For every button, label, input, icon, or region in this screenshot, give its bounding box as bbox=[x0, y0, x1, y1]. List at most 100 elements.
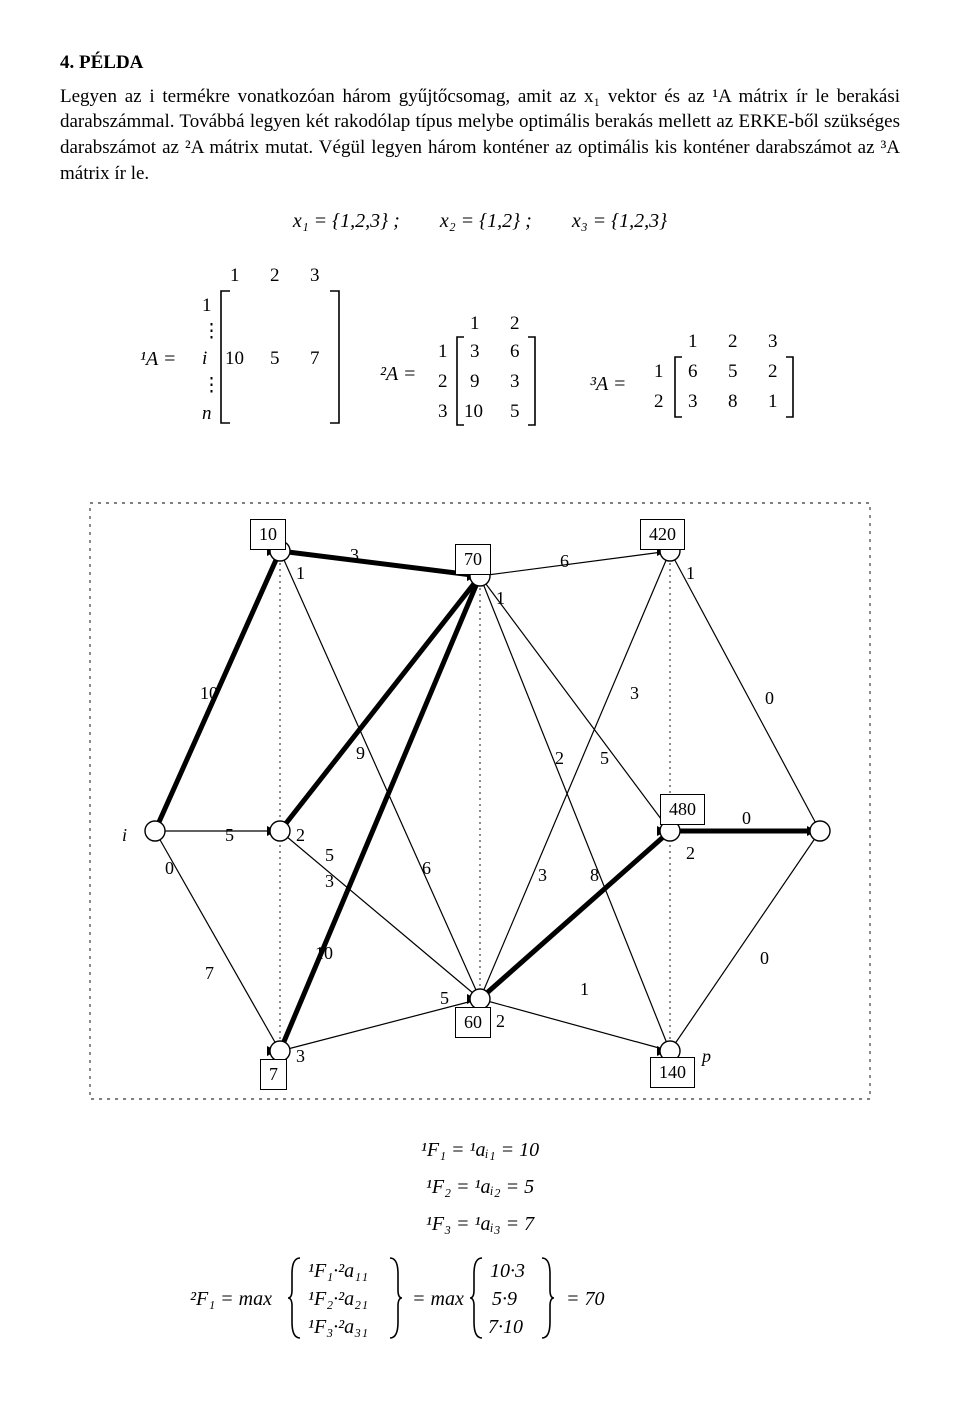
graph-value-box: 420 bbox=[640, 519, 685, 549]
graph-label: 5 bbox=[600, 746, 609, 770]
max-left-1: ¹F₁·²a₁₁ bbox=[308, 1258, 368, 1285]
A1-col1: 1 bbox=[230, 263, 240, 289]
max-right-3: 7·10 bbox=[488, 1314, 523, 1341]
graph-label: 3 bbox=[630, 681, 639, 705]
max-left-3: ¹F₃·²a₃₁ bbox=[308, 1314, 368, 1341]
max-mid: = max bbox=[412, 1286, 464, 1313]
network-graph: i010571233953610512625381123000p10704204… bbox=[60, 491, 900, 1111]
graph-label: 3 bbox=[296, 1044, 305, 1068]
graph-label: 10 bbox=[315, 941, 333, 965]
graph-label: 2 bbox=[296, 823, 305, 847]
matrix-A1-label: ¹A = bbox=[140, 346, 176, 373]
graph-label: 2 bbox=[686, 841, 695, 865]
formula-F2: ¹F₂ = ¹aᵢ₂ = 5 bbox=[60, 1174, 900, 1201]
formulas-block: ¹F₁ = ¹aᵢ₁ = 10 ¹F₂ = ¹aᵢ₂ = 5 ¹F₃ = ¹aᵢ… bbox=[60, 1137, 900, 1342]
graph-label: 5 bbox=[225, 823, 234, 847]
A2-31: 10 bbox=[464, 399, 483, 425]
A3-right-bracket bbox=[784, 355, 796, 419]
graph-label: 6 bbox=[422, 856, 431, 880]
matrices-block: ¹A = 1 2 3 1 ⋮ i ⋮ n 10 5 7 ²A = 1 2 1 2… bbox=[60, 261, 900, 471]
graph-label: 3 bbox=[538, 863, 547, 887]
A2-col2: 2 bbox=[510, 311, 520, 337]
graph-label: p bbox=[702, 1044, 711, 1068]
formula-max: ²F₁ = max ¹F₁·²a₁₁ ¹F₂·²a₂₁ ¹F₃·²a₃₁ = m… bbox=[60, 1252, 900, 1342]
A1-right-bracket bbox=[328, 289, 342, 425]
A2-21: 9 bbox=[470, 369, 480, 395]
A2-22: 3 bbox=[510, 369, 520, 395]
A2-col1: 1 bbox=[470, 311, 480, 337]
graph-value-box: 10 bbox=[250, 519, 286, 549]
A3-col3: 3 bbox=[768, 329, 778, 355]
eq-x3: x₃ = {1,2,3} bbox=[572, 210, 667, 232]
graph-label: 2 bbox=[496, 1009, 505, 1033]
A3-11: 6 bbox=[688, 359, 698, 385]
A3-21: 3 bbox=[688, 389, 698, 415]
A3-12: 5 bbox=[728, 359, 738, 385]
right-brace-1 bbox=[386, 1256, 402, 1340]
A2-12: 6 bbox=[510, 339, 520, 365]
x-vectors-equation: x₁ = {1,2,3} ; x₂ = {1,2} ; x₃ = {1,2,3} bbox=[60, 208, 900, 235]
graph-label: 1 bbox=[296, 561, 305, 585]
A2-32: 5 bbox=[510, 399, 520, 425]
A1-row1: 1 bbox=[202, 293, 212, 319]
max-right-1: 10·3 bbox=[490, 1258, 525, 1285]
graph-label: 9 bbox=[356, 741, 365, 765]
max-left-2: ¹F₂·²a₂₁ bbox=[308, 1286, 368, 1313]
A3-row2: 2 bbox=[654, 389, 664, 415]
A1-row-n: n bbox=[202, 401, 212, 427]
eq-x1: x₁ = {1,2,3} ; bbox=[293, 210, 400, 232]
A3-row1: 1 bbox=[654, 359, 664, 385]
A2-row2: 2 bbox=[438, 369, 448, 395]
graph-label: 3 bbox=[325, 869, 334, 893]
A3-13: 2 bbox=[768, 359, 778, 385]
A1-col2: 2 bbox=[270, 263, 280, 289]
graph-label: i bbox=[122, 823, 127, 847]
A2-right-bracket bbox=[526, 335, 538, 427]
left-brace-2 bbox=[470, 1256, 486, 1340]
left-brace-1 bbox=[288, 1256, 304, 1340]
max-result: = 70 bbox=[566, 1286, 605, 1313]
A2-11: 3 bbox=[470, 339, 480, 365]
A1-i1: 10 bbox=[225, 346, 244, 372]
graph-value-box: 480 bbox=[660, 794, 705, 824]
matrix-A3-label: ³A = bbox=[590, 371, 626, 398]
section-heading: 4. PÉLDA bbox=[60, 50, 900, 76]
eq-x2: x₂ = {1,2} ; bbox=[440, 210, 532, 232]
formula-F3: ¹F₃ = ¹aᵢ₃ = 7 bbox=[60, 1211, 900, 1238]
A1-row-i: i bbox=[202, 346, 207, 372]
A1-i2: 5 bbox=[270, 346, 280, 372]
A3-22: 8 bbox=[728, 389, 738, 415]
graph-label: 8 bbox=[590, 863, 599, 887]
graph-label: 0 bbox=[760, 946, 769, 970]
graph-label: 0 bbox=[765, 686, 774, 710]
A1-col3: 3 bbox=[310, 263, 320, 289]
graph-label: 5 bbox=[440, 986, 449, 1010]
A1-i3: 7 bbox=[310, 346, 320, 372]
A3-col1: 1 bbox=[688, 329, 698, 355]
formula-F1: ¹F₁ = ¹aᵢ₁ = 10 bbox=[60, 1137, 900, 1164]
A3-23: 1 bbox=[768, 389, 778, 415]
graph-value-box: 60 bbox=[455, 1007, 491, 1037]
right-brace-2 bbox=[538, 1256, 554, 1340]
graph-label: 1 bbox=[686, 561, 695, 585]
A3-left-bracket bbox=[672, 355, 684, 419]
graph-value-box: 7 bbox=[260, 1059, 287, 1089]
graph-label: 5 bbox=[325, 843, 334, 867]
graph-label: 2 bbox=[555, 746, 564, 770]
graph-label: 7 bbox=[205, 961, 214, 985]
A2-row3: 3 bbox=[438, 399, 448, 425]
paragraph-1: Legyen az i termékre vonatkozóan három g… bbox=[60, 84, 900, 187]
graph-label: 6 bbox=[560, 549, 569, 573]
A3-col2: 2 bbox=[728, 329, 738, 355]
max-prefix: ²F₁ = max bbox=[190, 1286, 272, 1313]
graph-label: 0 bbox=[742, 806, 751, 830]
graph-label: 0 bbox=[165, 856, 174, 880]
graph-label: 1 bbox=[496, 586, 505, 610]
graph-label: 10 bbox=[200, 681, 218, 705]
graph-label: 1 bbox=[580, 977, 589, 1001]
graph-value-box: 140 bbox=[650, 1057, 695, 1087]
graph-label: 3 bbox=[350, 543, 359, 567]
A2-row1: 1 bbox=[438, 339, 448, 365]
max-right-2: 5·9 bbox=[492, 1286, 517, 1313]
graph-value-box: 70 bbox=[455, 544, 491, 574]
